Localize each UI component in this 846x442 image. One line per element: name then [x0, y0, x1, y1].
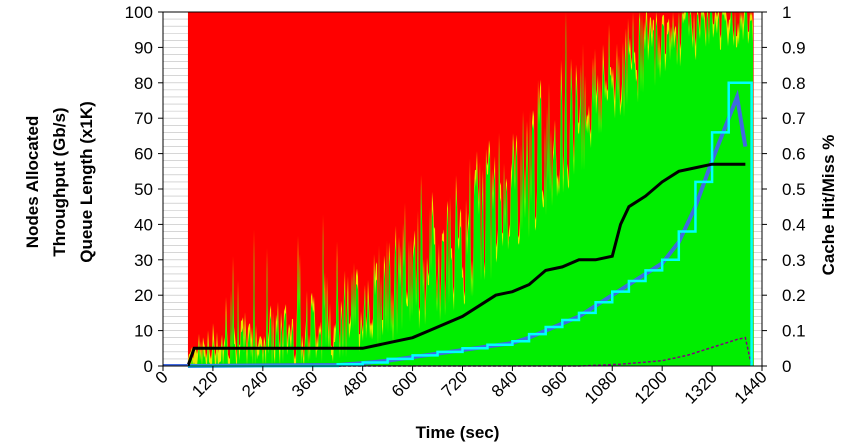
y-left-tick-label: 50	[134, 180, 153, 199]
x-tick-label: 1080	[581, 367, 621, 407]
cache-hit-area	[187, 12, 754, 366]
y-axis-left-title-1: Nodes Allocated	[23, 116, 42, 249]
x-tick-label: 1200	[631, 367, 671, 407]
y-right-tick-label: 0.4	[782, 215, 806, 234]
x-tick-label: 840	[488, 367, 521, 400]
x-tick-label: 1320	[681, 367, 721, 407]
x-tick-label: 960	[538, 367, 571, 400]
y-left-tick-label: 70	[134, 109, 153, 128]
queue-length-line	[187, 81, 753, 368]
y-axis-left-title-3: Queue Length (x1K)	[77, 101, 96, 263]
y-right-tick-label: 0	[782, 357, 791, 376]
y-left-tick-label: 10	[134, 322, 153, 341]
y-right-tick-label: 0.5	[782, 180, 806, 199]
x-tick-label: 1440	[731, 367, 771, 407]
small-series-line	[187, 336, 753, 367]
x-tick-label: 120	[188, 367, 221, 400]
y-right-tick-label: 0.8	[782, 74, 806, 93]
series-lines	[163, 81, 753, 368]
x-axis-title: Time (sec)	[416, 423, 500, 442]
cache-area	[187, 12, 754, 366]
x-tick-label: 360	[288, 367, 321, 400]
y-axis-left: 0 10 20 30 40 50 60 70 80 90 100	[125, 3, 163, 376]
x-tick-label: 480	[338, 367, 371, 400]
x-tick-label: 720	[438, 367, 471, 400]
x-tick-label: 600	[388, 367, 421, 400]
y-right-tick-label: 0.6	[782, 145, 806, 164]
y-right-tick-label: 0.7	[782, 109, 806, 128]
y-right-tick-label: 0.9	[782, 38, 806, 57]
y-left-tick-label: 80	[134, 74, 153, 93]
nodes-allocated-line	[186, 162, 746, 367]
x-tick-label: 240	[238, 367, 271, 400]
y-left-tick-label: 40	[134, 215, 153, 234]
y-left-tick-label: 0	[144, 357, 153, 376]
y-left-tick-label: 60	[134, 145, 153, 164]
y-right-tick-label: 0.2	[782, 286, 806, 305]
y-right-tick-label: 0.1	[782, 322, 806, 341]
y-axis-right: 0 0.1 0.2 0.3 0.4 0.5 0.6 0.7 0.8 0.9 1	[762, 3, 806, 376]
y-right-tick-label: 0.3	[782, 251, 806, 270]
y-left-tick-label: 20	[134, 286, 153, 305]
x-axis: 0 120 240 360 480 600 720 840 960 1080 1200 1320 144…	[152, 366, 771, 408]
y-left-tick-label: 100	[125, 3, 153, 22]
y-left-tick-label: 90	[134, 38, 153, 57]
y-right-tick-label: 1	[782, 3, 791, 22]
x-tick-label: 0	[152, 367, 172, 387]
y-left-tick-label: 30	[134, 251, 153, 270]
y-axis-right-title: Cache Hit/Miss %	[819, 135, 838, 276]
y-axis-left-title-2: Throughput (Gb/s)	[50, 107, 69, 256]
